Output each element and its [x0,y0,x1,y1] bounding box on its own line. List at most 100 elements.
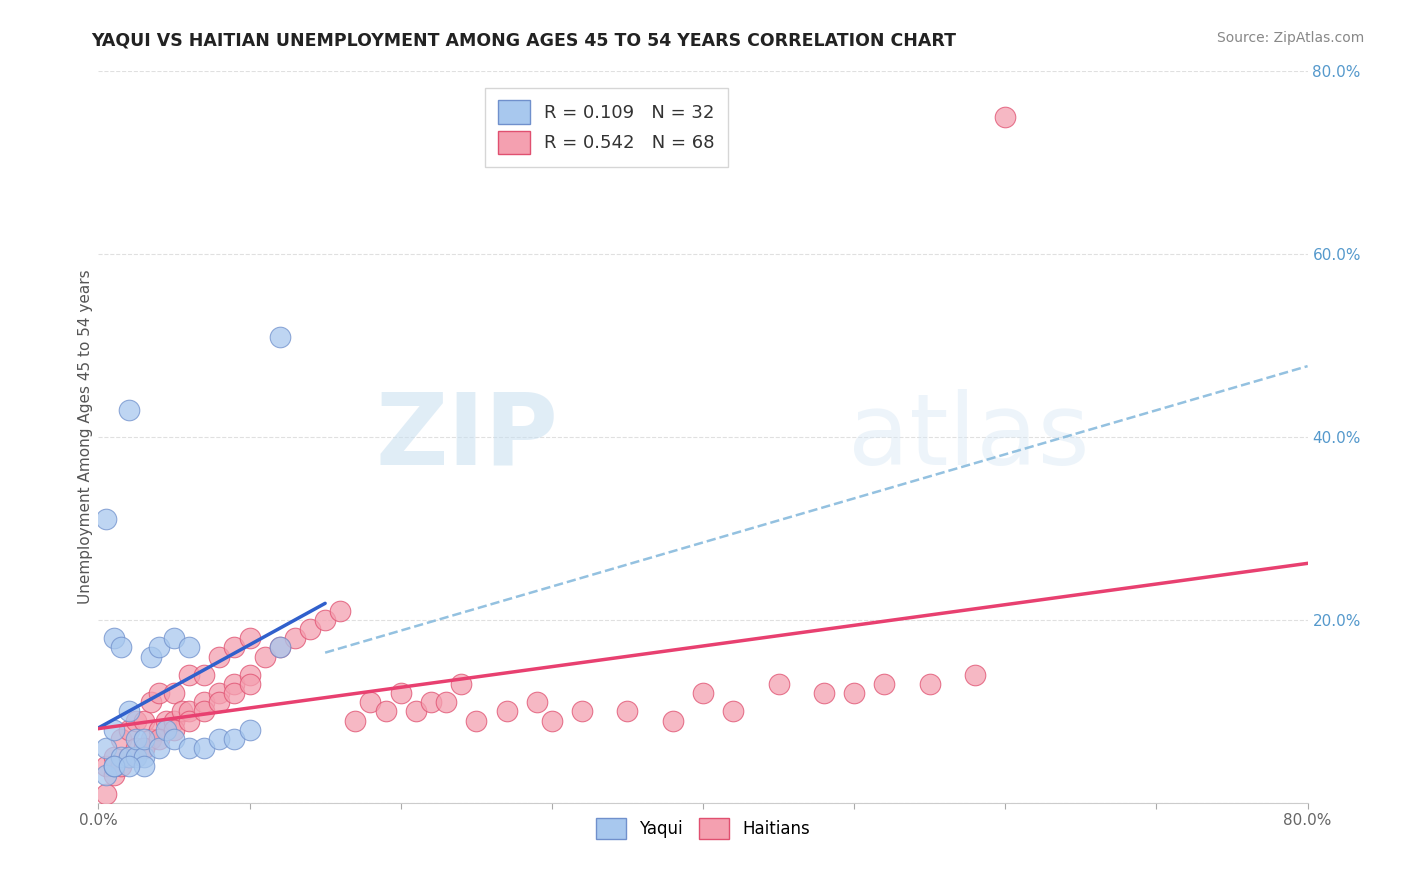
Y-axis label: Unemployment Among Ages 45 to 54 years: Unemployment Among Ages 45 to 54 years [77,269,93,605]
Point [269,640,291,655]
Point [239,723,262,737]
Point [118,723,141,737]
Point [269,329,291,343]
Point [103,759,125,773]
Point [148,740,170,755]
Point [132,731,155,746]
Point [132,740,155,755]
Point [125,731,148,746]
Point [94,787,117,801]
Point [918,677,941,691]
Point [103,759,125,773]
Point [110,640,132,655]
Point [965,667,987,681]
Point [450,677,472,691]
Point [125,750,148,764]
Point [239,632,262,646]
Point [118,705,141,719]
Text: atlas: atlas [848,389,1090,485]
Point [193,740,215,755]
Point [94,512,117,526]
Point [193,667,215,681]
Point [526,695,548,709]
Point [94,759,117,773]
Point [179,740,201,755]
Point [299,622,322,636]
Point [155,714,177,728]
Point [239,667,262,681]
Point [125,714,148,728]
Point [163,723,186,737]
Point [103,768,125,782]
Point [110,750,132,764]
Point [103,723,125,737]
Point [155,723,177,737]
Legend: Yaqui, Haitians: Yaqui, Haitians [589,811,817,846]
Point [94,740,117,755]
Point [141,731,163,746]
Point [94,768,117,782]
Point [163,714,186,728]
Point [208,686,231,700]
Text: Source: ZipAtlas.com: Source: ZipAtlas.com [1216,31,1364,45]
Point [360,695,382,709]
Point [420,695,443,709]
Point [179,667,201,681]
Point [329,604,352,618]
Text: YAQUI VS HAITIAN UNEMPLOYMENT AMONG AGES 45 TO 54 YEARS CORRELATION CHART: YAQUI VS HAITIAN UNEMPLOYMENT AMONG AGES… [91,31,956,49]
Point [125,740,148,755]
Point [495,705,517,719]
Point [873,677,896,691]
Point [253,649,276,664]
Point [314,613,336,627]
Point [148,640,170,655]
Point [179,640,201,655]
Point [389,686,412,700]
Point [118,402,141,417]
Point [148,723,170,737]
Point [179,714,201,728]
Point [224,731,246,746]
Point [208,649,231,664]
Point [723,705,745,719]
Point [163,632,186,646]
Point [269,640,291,655]
Point [103,632,125,646]
Point [224,677,246,691]
Point [994,110,1017,124]
Point [434,695,457,709]
Point [768,677,790,691]
Point [110,759,132,773]
Point [193,695,215,709]
Point [844,686,866,700]
Point [170,705,193,719]
Point [344,714,367,728]
Point [103,750,125,764]
Point [224,686,246,700]
Point [163,731,186,746]
Point [239,677,262,691]
Text: ZIP: ZIP [375,389,558,485]
Point [132,750,155,764]
Point [284,632,307,646]
Point [374,705,396,719]
Point [148,731,170,746]
Point [141,695,163,709]
Point [692,686,714,700]
Point [118,750,141,764]
Point [571,705,593,719]
Point [661,714,683,728]
Point [110,731,132,746]
Point [163,686,186,700]
Point [132,740,155,755]
Point [208,695,231,709]
Point [224,640,246,655]
Point [118,750,141,764]
Point [208,731,231,746]
Point [813,686,835,700]
Point [132,714,155,728]
Point [118,759,141,773]
Point [405,705,427,719]
Point [179,705,201,719]
Point [141,649,163,664]
